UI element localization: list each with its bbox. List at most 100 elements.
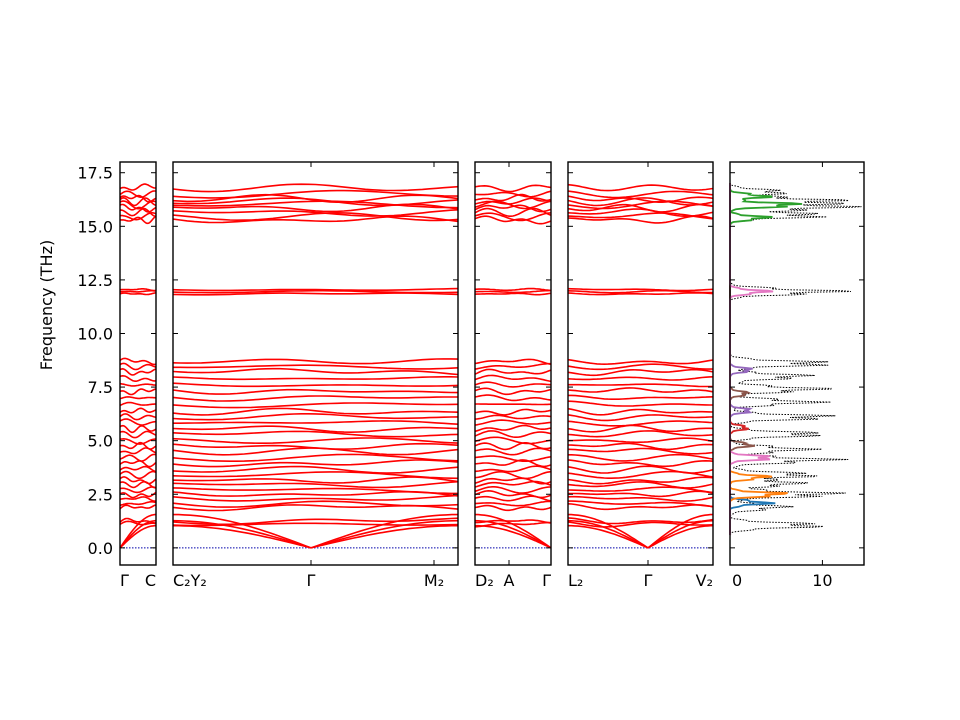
y-tick-label: 2.5 — [88, 485, 113, 504]
band-line — [119, 496, 157, 502]
band-line — [119, 486, 157, 494]
band-line — [474, 465, 552, 473]
band-line — [567, 407, 714, 416]
band-line — [119, 196, 157, 207]
band-line — [172, 459, 459, 468]
band-line — [173, 420, 459, 425]
band-line — [567, 289, 713, 294]
band-line — [474, 193, 552, 202]
band-line — [567, 414, 714, 422]
partial-dos-line — [729, 183, 803, 535]
x-tick-label: Γ — [307, 571, 316, 590]
x-tick-label: L₂ — [568, 571, 583, 590]
band-line — [567, 465, 714, 474]
dos-x-tick-label: 10 — [812, 571, 832, 590]
acoustic-band-line — [475, 524, 552, 549]
band-line — [474, 447, 552, 456]
band-line — [567, 387, 714, 393]
band-line — [568, 500, 714, 508]
band-line — [172, 500, 459, 508]
band-line — [172, 189, 459, 199]
band-line — [474, 455, 552, 462]
band-line — [474, 419, 552, 426]
band-line — [474, 387, 552, 396]
band-line — [474, 459, 552, 468]
band-line — [119, 215, 157, 225]
acoustic-band-line — [647, 524, 713, 549]
band-line — [567, 486, 714, 494]
x-tick-label: D₂ — [475, 571, 494, 590]
band-line — [567, 459, 714, 468]
band-line — [474, 430, 552, 438]
band-line — [119, 362, 157, 371]
band-line — [119, 418, 156, 426]
x-tick-label: Γ — [644, 571, 653, 590]
band-line — [172, 367, 459, 376]
y-tick-label: 17.5 — [77, 164, 113, 183]
band-line — [119, 374, 157, 382]
band-line — [568, 383, 713, 388]
band-line — [474, 486, 551, 494]
band-line — [567, 197, 714, 207]
band-line — [474, 480, 552, 488]
band-line — [474, 414, 552, 420]
band-line — [474, 436, 552, 445]
band-line — [172, 407, 459, 416]
band-line — [119, 491, 157, 499]
band-line — [474, 442, 552, 451]
band-line — [474, 358, 552, 366]
acoustic-band-line — [568, 524, 649, 549]
band-line — [474, 362, 551, 370]
band-line — [567, 447, 714, 455]
band-line — [474, 287, 552, 292]
band-line — [474, 368, 552, 375]
y-axis-title: Frequency (THz) — [37, 240, 56, 370]
band-line — [474, 200, 552, 210]
band-line — [119, 413, 157, 421]
band-line — [172, 487, 458, 495]
band-line — [567, 476, 714, 485]
band-line — [172, 395, 458, 402]
band-panel-frame — [172, 161, 459, 566]
band-line — [119, 357, 157, 366]
band-line — [119, 480, 157, 489]
band-line — [119, 460, 157, 468]
band-line — [474, 374, 552, 383]
acoustic-band-line — [568, 513, 649, 549]
band-line — [172, 447, 459, 456]
band-line — [474, 489, 552, 499]
acoustic-band-line — [119, 524, 156, 549]
acoustic-band-line — [647, 519, 714, 549]
band-line — [119, 424, 157, 434]
band-line — [172, 382, 459, 388]
band-line — [172, 388, 459, 395]
acoustic-band-line — [173, 524, 312, 549]
band-line — [474, 212, 552, 222]
band-line — [474, 470, 552, 480]
band-line — [172, 215, 459, 224]
band-line — [567, 442, 714, 451]
acoustic-band-line — [567, 519, 649, 549]
band-line — [119, 396, 156, 400]
y-tick-label: 10.0 — [77, 324, 113, 343]
band-line — [172, 430, 459, 438]
band-panel-frame — [567, 161, 714, 566]
band-line — [567, 376, 714, 381]
band-line — [119, 388, 157, 396]
band-panel-frame — [474, 161, 552, 566]
band-line — [172, 480, 459, 489]
band-line — [172, 425, 459, 434]
band-line — [172, 476, 459, 484]
panel-frames — [119, 161, 865, 566]
band-line — [172, 209, 459, 217]
acoustic-band-line — [173, 513, 312, 549]
band-line — [119, 504, 157, 510]
dos-lines — [729, 183, 862, 536]
band-line — [567, 208, 714, 217]
band-line — [567, 517, 714, 525]
band-line — [475, 289, 551, 294]
band-line — [474, 500, 552, 507]
band-line — [119, 183, 156, 191]
y-tick-label: 12.5 — [77, 271, 113, 290]
y-tick-label: 7.5 — [88, 378, 113, 397]
